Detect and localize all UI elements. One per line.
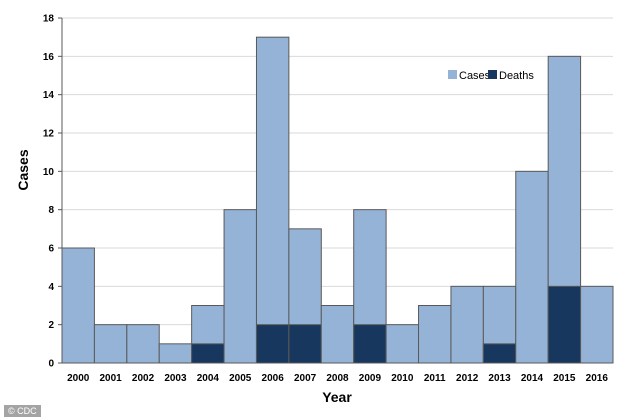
legend-swatch-cases xyxy=(448,70,457,79)
legend: Cases Deaths xyxy=(448,70,534,82)
bar-cases-2014 xyxy=(515,170,549,364)
x-tick-label: 2002 xyxy=(132,373,155,384)
gridlines xyxy=(62,17,613,326)
legend-swatch-deaths xyxy=(488,70,497,79)
x-tick-label: 2013 xyxy=(488,373,511,384)
y-tick-label: 4 xyxy=(48,282,54,293)
y-tick-labels: 0 2 4 6 8 10 12 14 16 18 xyxy=(43,14,55,370)
bar-deaths-2015 xyxy=(547,285,582,364)
bar-cases-2000 xyxy=(61,247,95,364)
y-tick-label: 14 xyxy=(43,90,55,101)
legend-label-cases: Cases xyxy=(459,70,491,82)
y-tick-label: 16 xyxy=(43,52,55,63)
bar-deaths-2009 xyxy=(353,324,387,364)
x-tick-label: 2007 xyxy=(294,373,317,384)
y-tick-label: 10 xyxy=(43,167,55,178)
x-tick-label: 2003 xyxy=(164,373,187,384)
y-tick-label: 2 xyxy=(48,320,54,331)
bar-cases-2008 xyxy=(320,305,355,364)
y-tick-label: 0 xyxy=(48,359,54,370)
x-tick-label: 2014 xyxy=(521,373,544,384)
bar-cases-2011 xyxy=(418,305,452,364)
bar-deaths-2004 xyxy=(191,343,225,364)
bar-cases-2003 xyxy=(158,343,193,364)
x-tick-label: 2011 xyxy=(424,373,446,384)
bar-cases-2002 xyxy=(126,324,160,364)
x-tick-label: 2008 xyxy=(326,373,349,384)
x-tick-label: 2006 xyxy=(262,373,285,384)
bar-cases-2006 xyxy=(255,36,290,364)
x-tick-labels: 2000 2001 2002 2003 2004 2005 2006 2007 2008 2009… xyxy=(67,373,608,384)
image-credit: © CDC xyxy=(4,405,41,417)
x-tick-label: 2009 xyxy=(359,373,382,384)
x-axis-title: Year xyxy=(322,389,352,405)
bar-cases-2010 xyxy=(385,324,420,364)
bar-cases-2005 xyxy=(223,209,257,364)
y-axis-title: Cases xyxy=(15,149,31,190)
bar-deaths-2013 xyxy=(482,343,517,364)
x-tick-label: 2004 xyxy=(197,373,220,384)
y-tick-label: 12 xyxy=(43,129,55,140)
x-tick-label: 2010 xyxy=(391,373,414,384)
y-tick-label: 18 xyxy=(43,14,55,25)
bar-cases-2016 xyxy=(580,285,614,364)
x-tick-label: 2005 xyxy=(229,373,252,384)
y-tick-label: 6 xyxy=(48,244,54,255)
legend-label-deaths: Deaths xyxy=(499,70,534,82)
bar-cases-2001 xyxy=(93,324,128,364)
x-tick-label: 2015 xyxy=(553,373,576,384)
bar-deaths-2006 xyxy=(255,324,290,364)
bar-deaths-2007 xyxy=(288,324,322,364)
x-tick-label: 2001 xyxy=(99,373,122,384)
axes xyxy=(58,17,613,364)
bar-cases-2012 xyxy=(450,285,484,364)
bars xyxy=(61,36,614,364)
x-tick-label: 2000 xyxy=(67,373,90,384)
x-tick-label: 2016 xyxy=(586,373,609,384)
x-tick-label: 2012 xyxy=(456,373,479,384)
y-tick-label: 8 xyxy=(48,205,54,216)
